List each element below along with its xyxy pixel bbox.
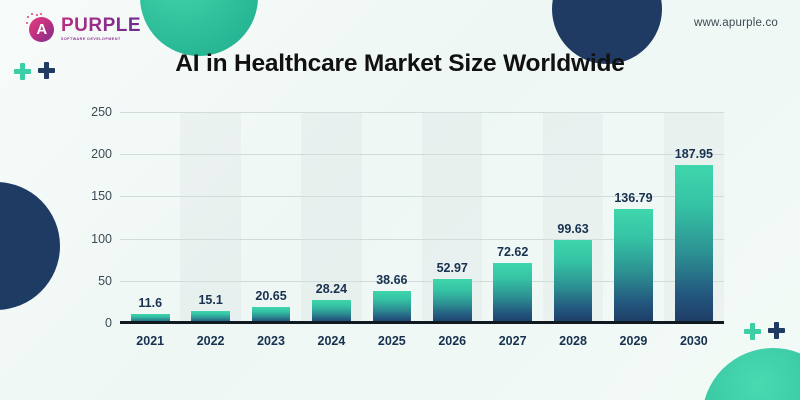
x-axis-line [120, 321, 724, 324]
bar-value-label: 28.24 [315, 282, 348, 297]
bar-value-label: 38.66 [376, 273, 408, 288]
decorative-circle-teal-bottom [702, 348, 800, 400]
bar-2022[interactable]: 15.1 [191, 293, 230, 324]
bar-slot: 52.97 [422, 113, 482, 324]
y-axis-tick-label: 50 [98, 273, 112, 288]
bar-slot: 20.65 [241, 113, 301, 324]
logo-a-icon: A [26, 13, 57, 44]
bar-slot: 11.6 [120, 113, 180, 324]
bar-value-label: 72.62 [497, 244, 529, 259]
bar-value-label: 15.1 [198, 293, 223, 308]
x-axis-tick-label: 2029 [619, 334, 648, 348]
plot-band [180, 113, 241, 324]
logo-wordmark: PURPLE [61, 14, 142, 36]
bar-2030[interactable]: 187.95 [674, 147, 714, 324]
bar-value-label: 20.65 [255, 288, 287, 303]
bar-value-label: 136.79 [614, 190, 653, 205]
x-axis-labels: 2021 2022 2023 2024 2025 2026 2027 2028 2029 2030 [120, 328, 724, 354]
bar-slot: 136.79 [603, 113, 663, 324]
bar-2029[interactable]: 136.79 [614, 191, 653, 324]
bar-slot: 38.66 [362, 113, 422, 324]
y-axis-tick-label: 100 [91, 231, 112, 246]
bar-2026[interactable]: 52.97 [432, 261, 472, 324]
decorative-circle-navy-left [0, 182, 60, 310]
bar-2024[interactable]: 28.24 [312, 282, 351, 324]
bar-value-label: 99.63 [557, 221, 589, 236]
x-axis-tick-label: 2024 [317, 334, 346, 348]
plus-icon [744, 323, 761, 340]
x-axis-tick-label: 2028 [559, 334, 587, 348]
y-axis-tick-label: 150 [91, 189, 112, 204]
gridline: 200 [91, 147, 724, 161]
x-axis-tick-label: 2021 [136, 334, 165, 348]
bar-slot: 187.95 [664, 113, 724, 324]
plot-area: 0 50 100 150 200 250 11.6 15.1 20.65 28.24 38.66 5… [91, 105, 725, 330]
x-axis-tick-label: 2023 [257, 334, 285, 348]
y-axis-tick-label: 0 [105, 316, 112, 330]
bar-value-label: 187.95 [674, 147, 713, 162]
x-axis-tick-label: 2025 [377, 334, 406, 348]
plus-icon [38, 62, 55, 79]
bar-value-label: 11.6 [138, 296, 163, 311]
bar-slot: 99.63 [543, 113, 603, 324]
y-axis-tick-label: 200 [91, 147, 112, 162]
plot-band [301, 113, 362, 324]
bar-2021[interactable]: 11.6 [130, 296, 170, 324]
plus-icon [768, 322, 785, 339]
plot-bands [120, 113, 725, 324]
gridline: 100 [91, 232, 724, 246]
bar-2028[interactable]: 99.63 [553, 222, 593, 324]
bar-series: 11.6 15.1 20.65 28.24 38.66 52.97 72.62 99.63 13… [120, 113, 724, 324]
decorative-circle-teal-top [140, 0, 258, 56]
x-axis-tick-label: 2022 [196, 334, 225, 348]
gridline: 0 [105, 316, 724, 330]
x-axis-tick-label: 2026 [438, 334, 467, 348]
y-axis-tick-label: 250 [91, 105, 112, 119]
logo-tagline: SOFTWARE DEVELOPMENT [61, 36, 121, 41]
brand-logo: A PURPLE SOFTWARE DEVELOPMENT [26, 13, 141, 44]
bar-slot: 28.24 [301, 113, 361, 324]
x-axis-tick-label: 2030 [679, 334, 708, 348]
bar-2025[interactable]: 38.66 [372, 273, 412, 324]
bar-chart: 0 50 100 150 200 250 11.6 15.1 20.65 28.24 38.66 5… [72, 104, 732, 354]
bar-slot: 72.62 [482, 113, 542, 324]
website-url: www.apurple.co [694, 17, 778, 29]
plus-icon [14, 63, 31, 80]
gridline: 150 [91, 189, 724, 203]
gridline: 250 [91, 105, 724, 119]
x-axis-tick-label: 2027 [498, 334, 527, 348]
bar-slot: 15.1 [180, 113, 240, 324]
bar-value-label: 52.97 [436, 261, 468, 276]
gridline: 50 [98, 274, 724, 288]
chart-title: AI in Healthcare Market Size Worldwide [175, 50, 625, 77]
bar-2023[interactable]: 20.65 [251, 289, 291, 324]
bar-2027[interactable]: 72.62 [493, 245, 532, 324]
logo-letter: A [36, 21, 47, 38]
